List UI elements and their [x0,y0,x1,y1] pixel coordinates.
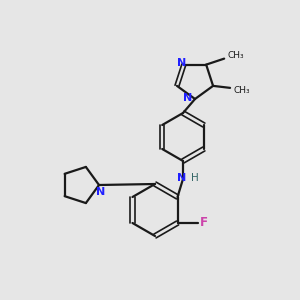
Text: F: F [200,217,208,230]
Text: CH₃: CH₃ [233,86,250,95]
Text: H: H [191,173,199,183]
Text: N: N [183,93,193,103]
Text: N: N [96,187,106,197]
Text: CH₃: CH₃ [227,51,244,60]
Text: N: N [177,58,187,68]
Text: N: N [177,173,187,183]
